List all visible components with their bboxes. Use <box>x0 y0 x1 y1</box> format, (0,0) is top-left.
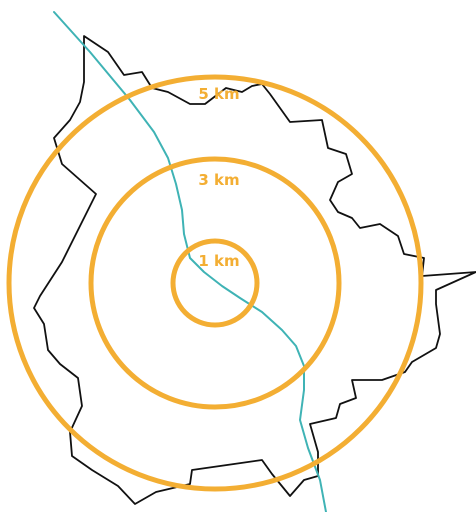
ring-label-1km: 1 km <box>198 252 239 270</box>
municipality-boundary <box>33 35 476 505</box>
ring-1km <box>170 238 260 328</box>
river-line <box>53 11 327 512</box>
ring-label-5km: 5 km <box>198 85 239 103</box>
ring-5km <box>6 74 424 492</box>
ring-label-3km: 3 km <box>198 171 239 189</box>
ring-3km <box>88 156 342 410</box>
